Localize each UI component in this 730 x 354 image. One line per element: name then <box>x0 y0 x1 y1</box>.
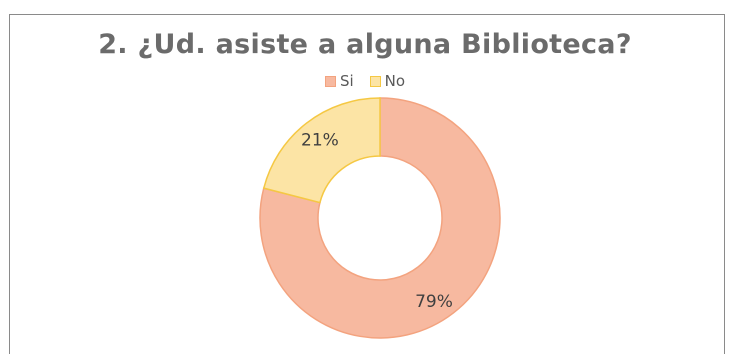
data-label-si: 79% <box>415 292 453 312</box>
legend-label-si: Si <box>339 72 354 90</box>
legend-swatch-no <box>369 75 381 87</box>
donut-slice-si <box>259 97 501 339</box>
donut-slice-no <box>262 97 381 204</box>
legend-item-si: Si <box>324 72 354 90</box>
legend-item-no: No <box>369 72 406 90</box>
legend-label-no: No <box>384 72 406 90</box>
chart-legend: Si No <box>0 72 730 90</box>
chart-title: 2. ¿Ud. asiste a alguna Biblioteca? <box>98 29 632 60</box>
legend-swatch-si <box>324 75 336 87</box>
data-label-no: 21% <box>301 131 339 151</box>
